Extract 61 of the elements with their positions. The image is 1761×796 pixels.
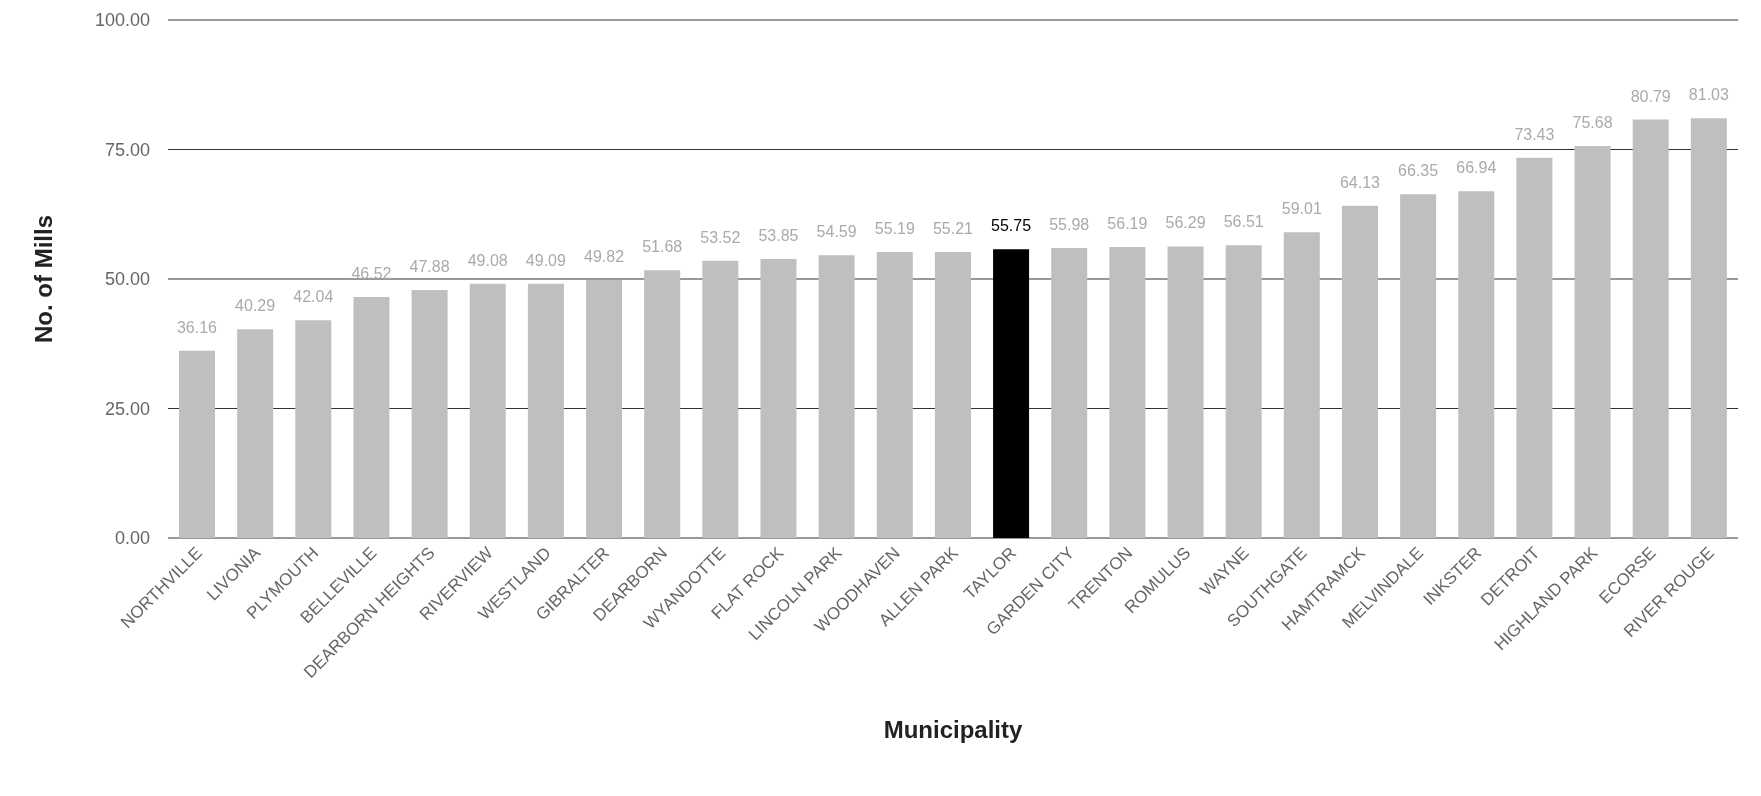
data-label: 36.16 [176,318,218,336]
bar [1109,246,1146,538]
data-label: 51.68 [642,238,683,256]
bar [411,289,448,538]
data-label: 47.88 [409,257,450,275]
data-label: 53.52 [700,228,741,246]
data-label: 59.01 [1281,200,1322,218]
bar [1458,191,1495,538]
bar [1690,118,1727,538]
bar [1574,145,1611,538]
data-label: 49.08 [467,251,508,269]
x-axis-title: Municipality [883,716,1023,743]
bar [818,255,855,538]
y-tick-label: 50.00 [104,269,150,290]
y-tick-label: 100.00 [94,10,150,31]
bar [934,252,971,538]
data-label: 73.43 [1514,125,1555,143]
data-label: 81.03 [1688,86,1729,104]
bar [1516,157,1553,538]
bar [237,329,274,538]
bar [702,260,739,538]
bar [586,279,623,538]
bar [527,283,564,538]
data-label: 42.04 [293,288,334,306]
data-label: 66.94 [1456,159,1497,177]
y-tick-label: 75.00 [104,139,150,160]
data-label: 80.79 [1630,87,1671,105]
data-label: 55.21 [932,220,974,238]
data-label: 40.29 [235,297,276,315]
bar [760,259,797,538]
bar [295,320,332,538]
y-tick-label: 25.00 [104,398,150,419]
data-label: 55.75 [991,217,1032,235]
bar [1225,245,1262,538]
data-label: 56.51 [1223,213,1264,231]
bar [353,297,390,538]
bar [1632,119,1669,538]
data-label: 46.52 [351,265,392,283]
bar [1283,232,1320,538]
data-label: 54.59 [816,223,857,241]
y-axis-title: No. of Mills [29,215,57,343]
bar [1167,246,1204,538]
bar [993,249,1030,538]
bar [644,270,681,538]
data-label: 55.19 [874,220,915,238]
bar [1051,248,1088,538]
y-tick-label: 0.00 [114,528,150,549]
data-label: 55.98 [1049,216,1090,234]
data-label: 66.35 [1398,162,1439,180]
data-label: 64.13 [1339,173,1381,191]
data-label: 53.85 [758,227,799,245]
data-label: 56.19 [1107,214,1148,232]
data-label: 49.09 [525,251,567,269]
bar [179,350,215,538]
bar [1341,205,1378,538]
data-label: 49.82 [584,247,625,265]
data-label: 75.68 [1572,113,1613,131]
bar [469,283,506,538]
bar [1400,194,1437,538]
bar [876,252,913,538]
data-label: 56.29 [1165,214,1206,232]
